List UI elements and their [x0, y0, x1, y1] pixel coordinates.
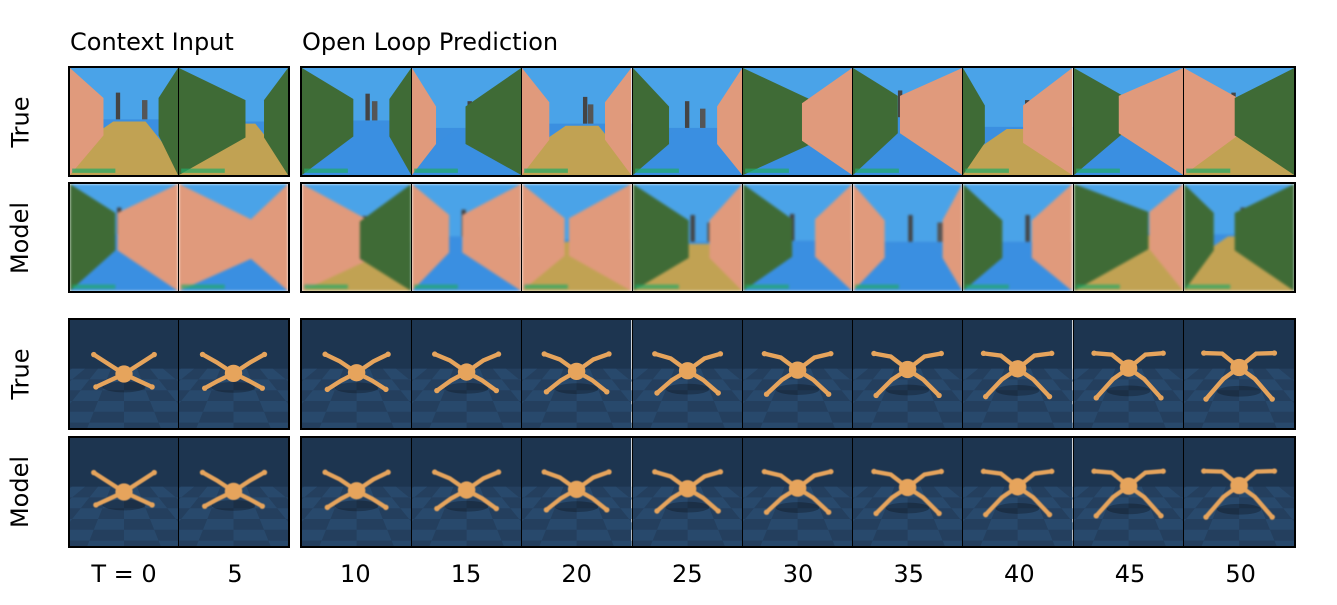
model-ant-frame-9: [1073, 438, 1184, 546]
model-maze-frame-9: [1073, 184, 1184, 291]
model-maze-frame-1: [179, 184, 288, 291]
time-step-label: 35: [893, 560, 924, 588]
model-maze-frame-0: [70, 184, 179, 291]
true-maze-frame-6: [742, 68, 854, 175]
time-step-label: T = 0: [91, 560, 157, 588]
time-step-label: 15: [450, 560, 482, 588]
true-ant-frame-10: [1183, 320, 1294, 428]
true-ant-frame-0: [70, 320, 179, 428]
true-maze-frame-9: [1073, 68, 1184, 175]
time-step-label: 50: [1225, 560, 1256, 588]
prediction-group-model-ant: [300, 436, 1296, 548]
model-maze-frame-8: [963, 184, 1074, 291]
model-ant-frame-7: [853, 438, 964, 546]
model-ant-frame-8: [963, 438, 1074, 546]
time-step-axis: T = 0 5 10 15 20 25 30 35 40 45 50: [0, 560, 1337, 590]
model-ant-frame-3: [412, 438, 523, 546]
true-ant-frame-6: [742, 320, 854, 428]
true-maze-frame-1: [179, 68, 288, 175]
true-ant-frame-4: [522, 320, 633, 428]
time-step-label: 20: [561, 560, 592, 588]
model-maze-frame-5: [632, 184, 743, 291]
true-ant-frame-3: [412, 320, 523, 428]
true-ant-frame-5: [632, 320, 743, 428]
model-ant-frame-0: [70, 438, 179, 546]
context-group-model-ant: [68, 436, 290, 548]
model-ant-frame-5: [632, 438, 743, 546]
model-maze-frame-7: [853, 184, 964, 291]
true-ant-frame-9: [1073, 320, 1184, 428]
row-label-true-ant: True: [6, 348, 35, 400]
model-maze-frame-2: [302, 184, 413, 291]
context-input-header: Context Input: [70, 28, 234, 56]
model-ant-frame-1: [179, 438, 288, 546]
model-ant-frame-2: [302, 438, 413, 546]
model-maze-frame-10: [1183, 184, 1294, 291]
true-maze-frame-8: [963, 68, 1074, 175]
true-ant-frame-2: [302, 320, 413, 428]
time-step-label: 25: [672, 560, 703, 588]
time-step-label: 5: [227, 560, 243, 588]
true-maze-frame-2: [302, 68, 413, 175]
time-step-label: 30: [782, 560, 814, 588]
true-ant-frame-1: [179, 320, 288, 428]
prediction-group-true-maze: [300, 66, 1296, 177]
row-label-model-ant: Model: [6, 455, 34, 529]
model-maze-frame-6: [742, 184, 854, 291]
time-step-label: 45: [1114, 560, 1146, 588]
true-maze-frame-7: [853, 68, 964, 175]
model-ant-frame-4: [522, 438, 633, 546]
context-group-true-maze: [68, 66, 290, 177]
prediction-group-model-maze: [300, 182, 1296, 293]
true-ant-frame-7: [853, 320, 964, 428]
open-loop-prediction-header: Open Loop Prediction: [302, 28, 559, 56]
true-maze-frame-0: [70, 68, 179, 175]
time-step-label: 40: [1004, 560, 1035, 588]
context-group-true-ant: [68, 318, 290, 430]
true-maze-frame-3: [412, 68, 523, 175]
true-maze-frame-10: [1183, 68, 1294, 175]
true-ant-frame-8: [963, 320, 1074, 428]
model-ant-frame-6: [742, 438, 854, 546]
prediction-group-true-ant: [300, 318, 1296, 430]
row-label-model-dmlab: Model: [6, 201, 34, 275]
true-maze-frame-4: [522, 68, 633, 175]
model-maze-frame-4: [522, 184, 633, 291]
context-group-model-maze: [68, 182, 290, 293]
model-maze-frame-3: [412, 184, 523, 291]
true-maze-frame-5: [632, 68, 743, 175]
model-ant-frame-10: [1183, 438, 1294, 546]
time-step-label: 10: [340, 560, 371, 588]
row-label-true-dmlab: True: [6, 96, 35, 148]
